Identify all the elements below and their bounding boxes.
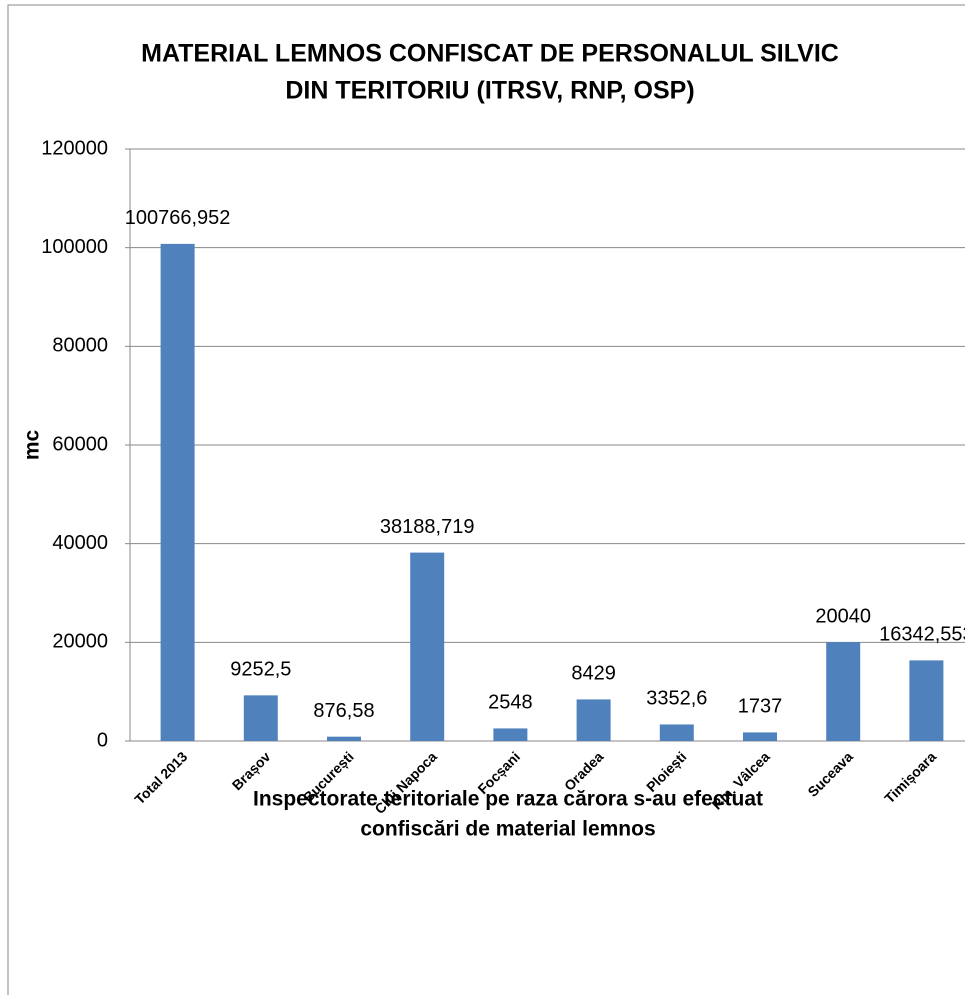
bar	[909, 660, 944, 741]
bar	[160, 243, 195, 741]
bar	[493, 728, 528, 741]
data-label: 2548	[488, 692, 533, 714]
bar	[826, 642, 861, 741]
chart-frame	[7, 4, 965, 995]
y-axis-title: mc	[21, 430, 44, 461]
y-tick-label: 60000	[52, 433, 108, 455]
chart-title: MATERIAL LEMNOS CONFISCAT DE PERSONALUL …	[141, 40, 839, 68]
y-tick-label: 0	[97, 729, 108, 751]
y-tick-label: 80000	[52, 335, 108, 357]
data-label: 16342,553	[879, 624, 965, 646]
data-label: 1737	[738, 696, 783, 718]
data-label: 876,58	[313, 700, 374, 722]
y-tick-label: 40000	[52, 532, 108, 554]
y-tick-label: 20000	[52, 631, 108, 653]
bar	[743, 732, 777, 741]
data-label: 8429	[571, 663, 616, 685]
x-tick-label: Timișoara	[881, 748, 939, 806]
data-label: 3352,6	[646, 688, 707, 710]
bar	[243, 695, 278, 741]
x-axis-title: confiscări de material lemnos	[360, 818, 655, 841]
bar	[327, 736, 361, 741]
bar	[659, 724, 694, 741]
x-axis-title: Inspectorate teritoriale pe raza cărora …	[253, 788, 763, 811]
data-label: 38188,719	[380, 516, 475, 538]
bar	[410, 552, 445, 741]
y-tick-label: 100000	[41, 236, 108, 258]
data-label: 100766,952	[125, 207, 231, 229]
chart-title: DIN TERITORIU (ITRSV, RNP, OSP)	[285, 77, 694, 105]
y-tick-label: 120000	[41, 137, 108, 159]
bar	[576, 699, 611, 741]
data-label: 9252,5	[230, 659, 291, 681]
data-label: 20040	[815, 605, 871, 627]
x-tick-label: Brașov	[229, 748, 274, 793]
x-tick-label: Total 2013	[131, 748, 190, 807]
x-tick-label: Suceava	[804, 748, 856, 800]
